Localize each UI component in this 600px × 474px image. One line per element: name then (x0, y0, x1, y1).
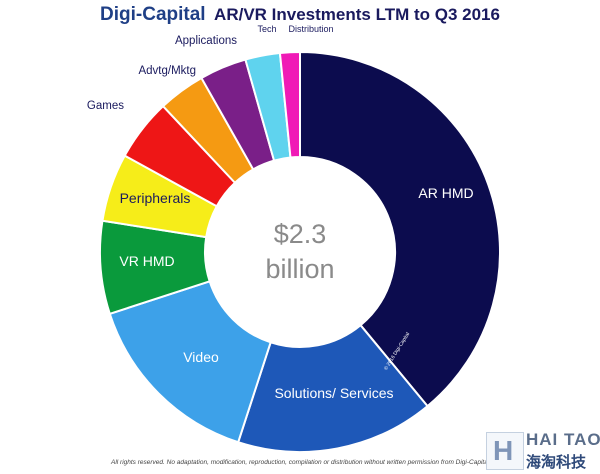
slice-label-games: Games (87, 100, 124, 112)
pie-slices (99, 50, 501, 453)
footer-rights-note: All rights reserved. No adaptation, modi… (111, 459, 490, 466)
slice-label-solutions-services: Solutions/ Services (274, 385, 393, 401)
slice-ar-hmd (299, 50, 501, 408)
haitao-logo-icon: H (486, 432, 524, 470)
slice-label-applications: Applications (175, 35, 237, 47)
center-unit: billion (265, 254, 334, 284)
title-brand: Digi-Capital (100, 4, 206, 25)
watermark-top: HAI TAO (526, 430, 600, 449)
slice-solutions-services (236, 323, 429, 453)
slice-label-distribution: Distribution (288, 24, 333, 34)
watermark-bottom: 海淘科技 (526, 453, 587, 471)
slice-label-vr-hmd: VR HMD (119, 253, 174, 269)
slice-label-peripherals: Peripherals (120, 190, 191, 206)
title-rest: AR/VR Investments LTM to Q3 2016 (214, 5, 500, 24)
slice-label-advtg-mktg: Advtg/Mktg (138, 65, 196, 77)
slice-labels: AR HMD Solutions/ Services Video VR HMD Peri… (87, 24, 474, 401)
chart-title: Digi-Capital AR/VR Investments LTM to Q3… (100, 4, 500, 25)
center-value: $2.3 (274, 219, 327, 249)
slice-distribution (278, 50, 301, 159)
slice-label-tech: Tech (257, 24, 276, 34)
haitao-watermark: H HAI TAO 海淘科技 (486, 430, 600, 472)
slice-label-ar-hmd: AR HMD (418, 185, 473, 201)
slice-label-video: Video (183, 349, 219, 365)
